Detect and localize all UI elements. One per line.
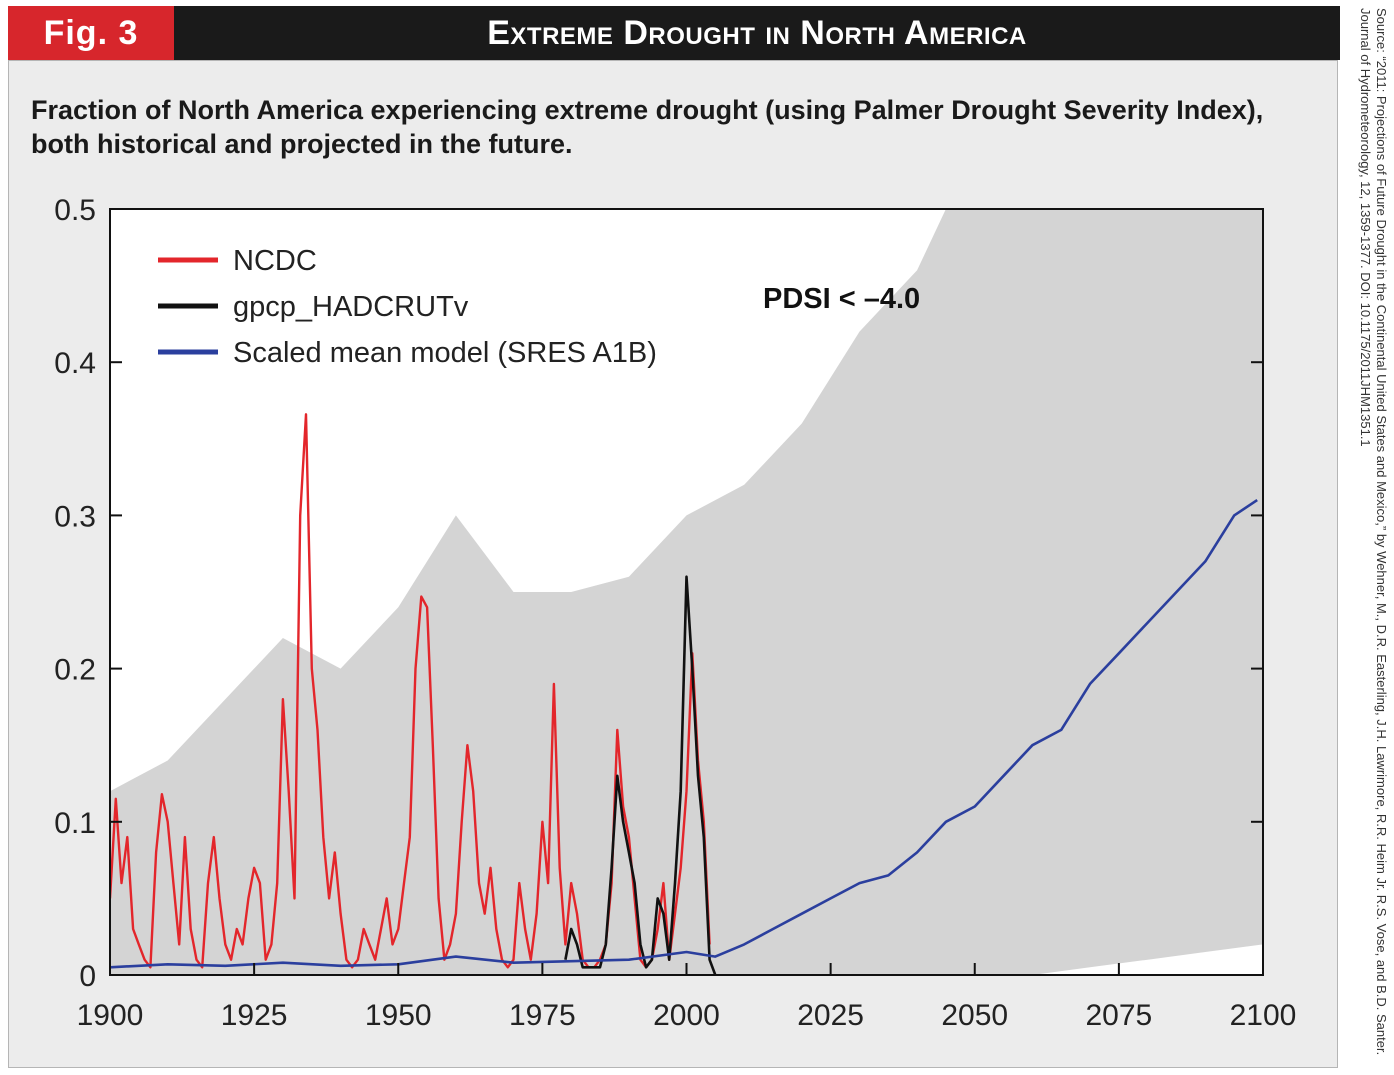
legend-label: gpcp_HADCRUTv [233,291,469,323]
y-tick-label: 0.3 [54,500,96,533]
x-tick-label: 1975 [509,999,576,1032]
figure-caption: Fraction of North America experiencing e… [31,95,1264,159]
gpcp-series-line [564,575,717,975]
x-tick-label: 1900 [77,999,144,1032]
y-tick-label: 0.1 [54,807,96,840]
figure-title: Extreme Drought in North America [487,14,1027,52]
y-tick-label: 0.5 [54,194,96,227]
x-tick-label: 2025 [797,999,864,1032]
figure-title-bar: Fig. 3 Extreme Drought in North America [8,6,1340,60]
x-tick-label: 2050 [941,999,1008,1032]
legend-label: Scaled mean model (SRES A1B) [233,337,657,369]
legend-label: NCDC [233,245,317,277]
x-tick-label: 1950 [365,999,432,1032]
y-tick-label: 0.4 [54,347,96,380]
x-tick-label: 2100 [1230,999,1297,1032]
x-tick-label: 1925 [221,999,288,1032]
y-tick-label: 0 [79,960,96,993]
figure-number-badge: Fig. 3 [8,6,174,60]
x-tick-label: 2075 [1086,999,1153,1032]
y-tick-label: 0.2 [54,654,96,687]
x-tick-label: 2000 [653,999,720,1032]
pdsi-threshold-annotation: PDSI < –4.0 [763,283,920,315]
